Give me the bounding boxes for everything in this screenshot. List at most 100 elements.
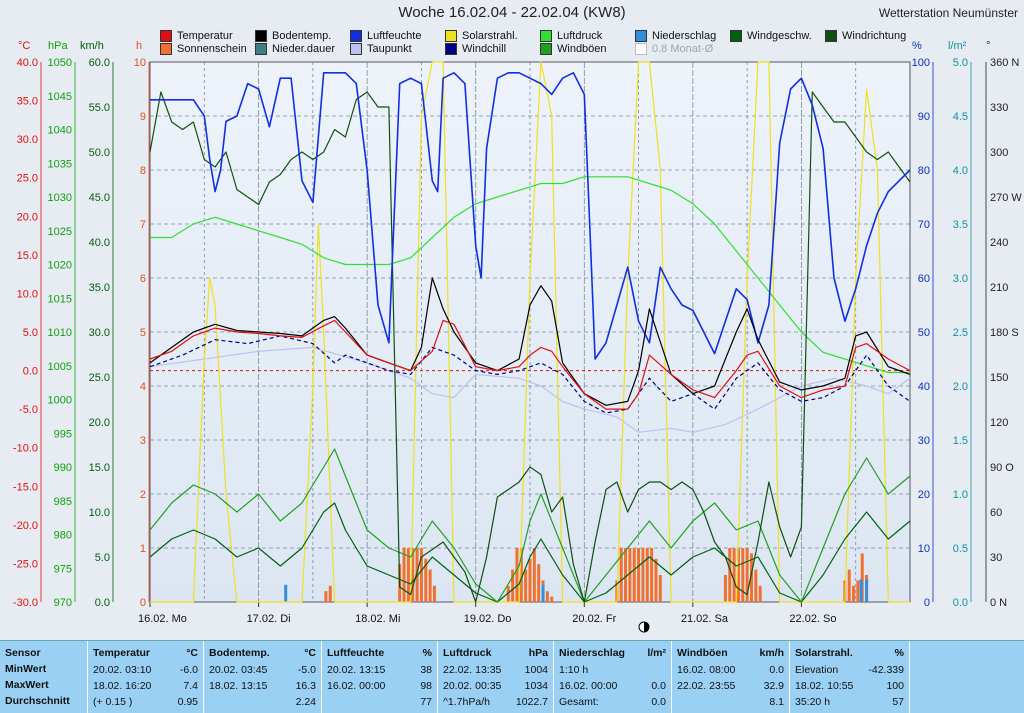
axis-tick-label: -10.0 <box>13 443 38 455</box>
series-line-windrichtung <box>149 91 911 603</box>
summary-labels: Sensor MinWert MaxWert Durchschnitt <box>0 641 88 713</box>
summary-cell: 1:10 h <box>559 664 589 676</box>
summary-cell: Elevation <box>795 664 839 676</box>
legend-swatch <box>255 30 267 42</box>
summary-cell: 18.02. 10:55 <box>795 680 854 692</box>
chart-legend: Temperatur Bodentemp. Luftfeuchte Solarstra… <box>160 30 920 55</box>
sunshine-bar <box>847 569 851 602</box>
summary-value: 8.1 <box>769 696 784 708</box>
legend-item: Solarstrahl. <box>445 30 540 42</box>
sunshine-bar <box>550 596 554 602</box>
axis-ticks: 40.035.030.025.020.015.010.05.00.0-5.0-1… <box>13 57 1022 633</box>
axis-tick-label: 15.0 <box>17 250 38 262</box>
axis-tick-label: 30 <box>918 435 930 447</box>
series-line-solarstrahl- <box>150 61 910 603</box>
axis-tick-label: 1015 <box>48 293 72 305</box>
axis-tick-label: 1.0 <box>953 489 968 501</box>
axis-tick-label: 60 <box>990 507 1002 519</box>
sunshine-bar <box>749 553 753 602</box>
legend-label: Solarstrahl. <box>462 30 518 42</box>
summary-value: 1034 <box>524 680 548 692</box>
summary-value: % <box>422 647 432 659</box>
legend-swatch <box>160 30 172 42</box>
axis-tick-label: 10.0 <box>17 288 38 300</box>
sunshine-bar <box>754 569 758 602</box>
sunshine-bar <box>511 569 515 602</box>
series-line-bodentemp- <box>149 277 911 406</box>
summary-value: 7.4 <box>183 680 198 692</box>
axis-tick-label: 4.0 <box>953 165 968 177</box>
summary-cell: Niederschlag <box>559 647 625 659</box>
axis-tick-label: 5 <box>140 327 146 339</box>
summary-value: 100 <box>886 680 904 692</box>
legend-swatch <box>445 30 457 42</box>
axis-tick-label: -25.0 <box>13 558 38 570</box>
axis-tick-label: 240 <box>990 237 1008 249</box>
axis-tick-label: 45.0 <box>89 192 110 204</box>
legend-label: Bodentemp. <box>272 30 332 42</box>
summary-value: °C <box>186 647 198 659</box>
axis-tick-label: 0.5 <box>953 543 968 555</box>
axis-tick-label: 1020 <box>48 260 72 272</box>
summary-row: 22.02. 23:55 32.9 <box>677 678 784 694</box>
summary-row: 22.02. 13:35 1004 <box>443 662 548 678</box>
sunshine-bar <box>852 585 856 602</box>
legend-swatch <box>635 30 647 42</box>
station-name: Wetterstation Neumünster <box>878 6 1018 20</box>
axis-tick-label: 3.0 <box>953 273 968 285</box>
summary-row: 2.24 <box>209 694 316 710</box>
summary-row: 77 <box>327 694 432 710</box>
axis-tick-label: 1050 <box>48 57 72 69</box>
axis-tick-label: 1010 <box>48 327 72 339</box>
sunshine-bar <box>402 548 406 602</box>
series-line-windchill <box>149 335 911 414</box>
sunshine-bar <box>324 591 328 602</box>
axis-tick-label: 1000 <box>48 395 72 407</box>
sunshine-bar <box>432 585 436 602</box>
axis-tick-label: 20.0 <box>17 211 38 223</box>
axis-tick-label: 15.0 <box>89 462 110 474</box>
day-label: 18.02. Mi <box>355 613 400 625</box>
axis-tick-label: 1005 <box>48 361 72 373</box>
sunshine-bar <box>641 548 645 602</box>
sunshine-bar <box>637 548 641 602</box>
summary-cell: 20.02. 03:45 <box>209 664 268 676</box>
chart-title: Woche 16.02.04 - 22.02.04 (KW8) <box>398 4 626 21</box>
summary-row: Solarstrahl.% <box>795 645 904 662</box>
summary-value: 77 <box>420 696 432 708</box>
sunshine-bar <box>524 569 528 602</box>
summary-cell: 16.02. 08:00 <box>677 664 736 676</box>
unit-rain: l/m² <box>948 40 967 52</box>
day-label: 21.02. Sa <box>681 613 729 625</box>
axis-tick-label: 90 <box>918 111 930 123</box>
axis-tick-label: 60.0 <box>89 57 110 69</box>
axis-tick-label: 180 S <box>990 327 1019 339</box>
legend-item: Windböen <box>540 43 635 55</box>
series-line-luftfeuchte <box>150 72 911 360</box>
legend-item: Windrichtung <box>825 30 920 42</box>
legend-item: Sonnenschein <box>160 43 255 55</box>
axis-tick-label: 7 <box>140 219 146 231</box>
summary-value: 1022.7 <box>515 696 548 708</box>
axis-tick-label: 0 <box>924 597 930 609</box>
sunshine-bar <box>736 548 740 602</box>
legend-swatch <box>635 43 647 55</box>
axis-tick-label: 35.0 <box>17 96 38 108</box>
summary-cell: ^1.7hPa/h <box>443 696 490 708</box>
moon-phase-shade <box>644 622 649 632</box>
legend-swatch <box>825 30 837 42</box>
sunshine-bar <box>419 548 423 602</box>
sunshine-bar <box>628 548 632 602</box>
sunshine-bar <box>545 591 549 602</box>
summary-cell: 18.02. 16:20 <box>93 680 152 692</box>
axis-tick-label: 30.0 <box>17 134 38 146</box>
legend-item: Temperatur <box>160 30 255 42</box>
weather-chart: 40.035.030.025.020.015.010.05.00.0-5.0-1… <box>13 57 1022 633</box>
summary-row: Gesamt: 0.0 <box>559 694 666 710</box>
axis-tick-label: 40 <box>918 381 930 393</box>
axis-tick-label: 360 N <box>990 57 1019 69</box>
summary-value: 2.24 <box>295 696 316 708</box>
summary-row: 16.02. 00:00 0.0 <box>559 678 666 694</box>
summary-cell: Bodentemp. <box>209 647 270 659</box>
sunshine-bar <box>424 558 428 602</box>
